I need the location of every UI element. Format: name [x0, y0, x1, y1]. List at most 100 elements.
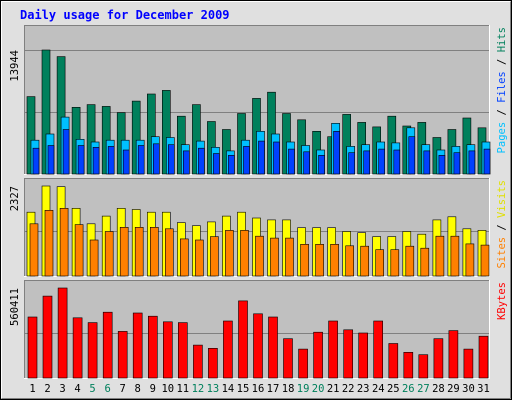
day-label-8: 8	[135, 383, 141, 395]
bar-sites-day-25	[390, 249, 400, 277]
bar-pages-day-17	[273, 141, 280, 175]
bar-sites-day-10	[165, 228, 174, 277]
panel-2-max-label: 2327	[9, 186, 21, 211]
day-label-4: 4	[74, 383, 80, 395]
bar-pages-day-31	[483, 148, 491, 175]
bar-pages-day-18	[288, 148, 295, 175]
bar-sites-day-16	[255, 235, 264, 277]
bar-kbytes-day-10	[163, 321, 173, 379]
bar-pages-day-8	[137, 145, 145, 175]
bar-sites-day-21	[330, 244, 339, 277]
legend-visits: Visits	[496, 180, 508, 218]
day-label-22: 22	[342, 383, 355, 395]
chart-panels: 13944 Pages / Files / Hits 2327 Sites / Vis…	[9, 25, 508, 379]
bar-kbytes-day-5	[87, 322, 98, 379]
day-label-12: 12	[192, 383, 205, 395]
bar-pages-day-19	[303, 151, 310, 175]
bar-pages-day-7	[122, 149, 130, 175]
bar-kbytes-day-4	[72, 317, 83, 379]
legend-sites: Sites	[496, 237, 508, 269]
day-label-27: 27	[417, 383, 430, 395]
panel-2: 2327 Sites / Visits	[9, 178, 508, 277]
bar-pages-day-10	[168, 144, 175, 175]
day-label-5: 5	[89, 383, 95, 395]
bar-kbytes-day-12	[193, 344, 203, 379]
bar-sites-day-6	[104, 231, 114, 277]
bar-kbytes-day-22	[343, 329, 354, 379]
panel-1: 13944 Pages / Files / Hits	[9, 25, 508, 175]
bar-kbytes-day-19	[298, 348, 308, 379]
bar-kbytes-day-9	[148, 315, 158, 379]
bar-kbytes-day-11	[178, 322, 188, 379]
panel-2-legend: Sites / Visits	[496, 180, 508, 269]
day-label-6: 6	[105, 383, 111, 395]
day-label-17: 17	[267, 383, 280, 395]
day-label-28: 28	[432, 383, 445, 395]
bar-pages-day-28	[438, 155, 446, 175]
bar-pages-day-21	[333, 131, 340, 175]
day-label-10: 10	[161, 383, 174, 395]
day-label-25: 25	[387, 383, 400, 395]
bar-pages-day-14	[228, 155, 235, 175]
legend- /: /	[496, 52, 508, 71]
bar-kbytes-day-25	[388, 343, 399, 379]
day-label-30: 30	[462, 383, 475, 395]
day-label-13: 13	[207, 383, 220, 395]
day-label-9: 9	[150, 383, 156, 395]
bar-sites-day-22	[345, 245, 355, 277]
day-label-24: 24	[372, 383, 385, 395]
day-label-16: 16	[252, 383, 265, 395]
legend- /: /	[496, 103, 508, 122]
bar-pages-day-16	[258, 140, 265, 175]
bar-sites-day-31	[480, 244, 490, 277]
bar-pages-day-20	[318, 155, 325, 175]
bar-kbytes-day-18	[283, 338, 293, 379]
day-label-14: 14	[222, 383, 235, 395]
bar-pages-day-26	[408, 136, 416, 175]
bar-pages-day-25	[393, 149, 401, 175]
bar-sites-day-28	[435, 235, 445, 277]
bar-pages-day-5	[92, 147, 100, 175]
chart-title: Daily usage for December 2009	[20, 8, 230, 22]
bar-kbytes-day-30	[463, 348, 474, 379]
panel-3: 560411 KBytes	[9, 280, 508, 379]
bar-pages-day-11	[183, 150, 190, 175]
bar-sites-day-9	[150, 227, 159, 277]
bar-pages-day-9	[153, 143, 160, 175]
legend-files: Files	[496, 71, 508, 103]
bar-sites-day-23	[360, 245, 370, 277]
panel-3-legend: KBytes	[496, 282, 508, 320]
bar-pages-day-1	[32, 147, 40, 175]
legend- /: /	[496, 218, 508, 237]
bar-sites-day-11	[180, 238, 189, 277]
day-label-2: 2	[44, 383, 50, 395]
bar-kbytes-day-8	[132, 312, 143, 379]
bar-sites-day-2	[44, 210, 54, 277]
bar-pages-day-15	[243, 146, 250, 175]
bar-kbytes-day-20	[313, 331, 323, 379]
day-label-15: 15	[237, 383, 250, 395]
day-label-7: 7	[120, 383, 126, 395]
bar-pages-day-2	[47, 145, 55, 175]
day-label-19: 19	[297, 383, 310, 395]
bar-sites-day-24	[375, 249, 385, 277]
day-labels: 1 2 3 4 5 6 7 8 9 10 11 12 13 14 15 16 17 18 19 20 21 22 23 24 2…	[29, 383, 489, 395]
day-label-11: 11	[176, 383, 189, 395]
bar-kbytes-day-29	[448, 330, 459, 379]
bar-kbytes-day-1	[27, 316, 38, 379]
bar-pages-day-13	[213, 153, 220, 175]
bar-kbytes-day-24	[373, 320, 384, 379]
bar-pages-day-24	[378, 148, 386, 175]
bar-sites-day-29	[450, 235, 460, 277]
bar-sites-day-8	[134, 227, 144, 277]
day-label-21: 21	[327, 383, 340, 395]
day-label-23: 23	[357, 383, 370, 395]
bar-sites-day-18	[285, 237, 294, 277]
bar-sites-day-13	[210, 236, 219, 277]
bar-sites-day-1	[29, 223, 39, 277]
bar-kbytes-day-6	[102, 311, 113, 379]
bar-kbytes-day-26	[403, 351, 414, 379]
bar-kbytes-day-13	[208, 347, 218, 379]
bar-sites-day-17	[270, 237, 279, 277]
